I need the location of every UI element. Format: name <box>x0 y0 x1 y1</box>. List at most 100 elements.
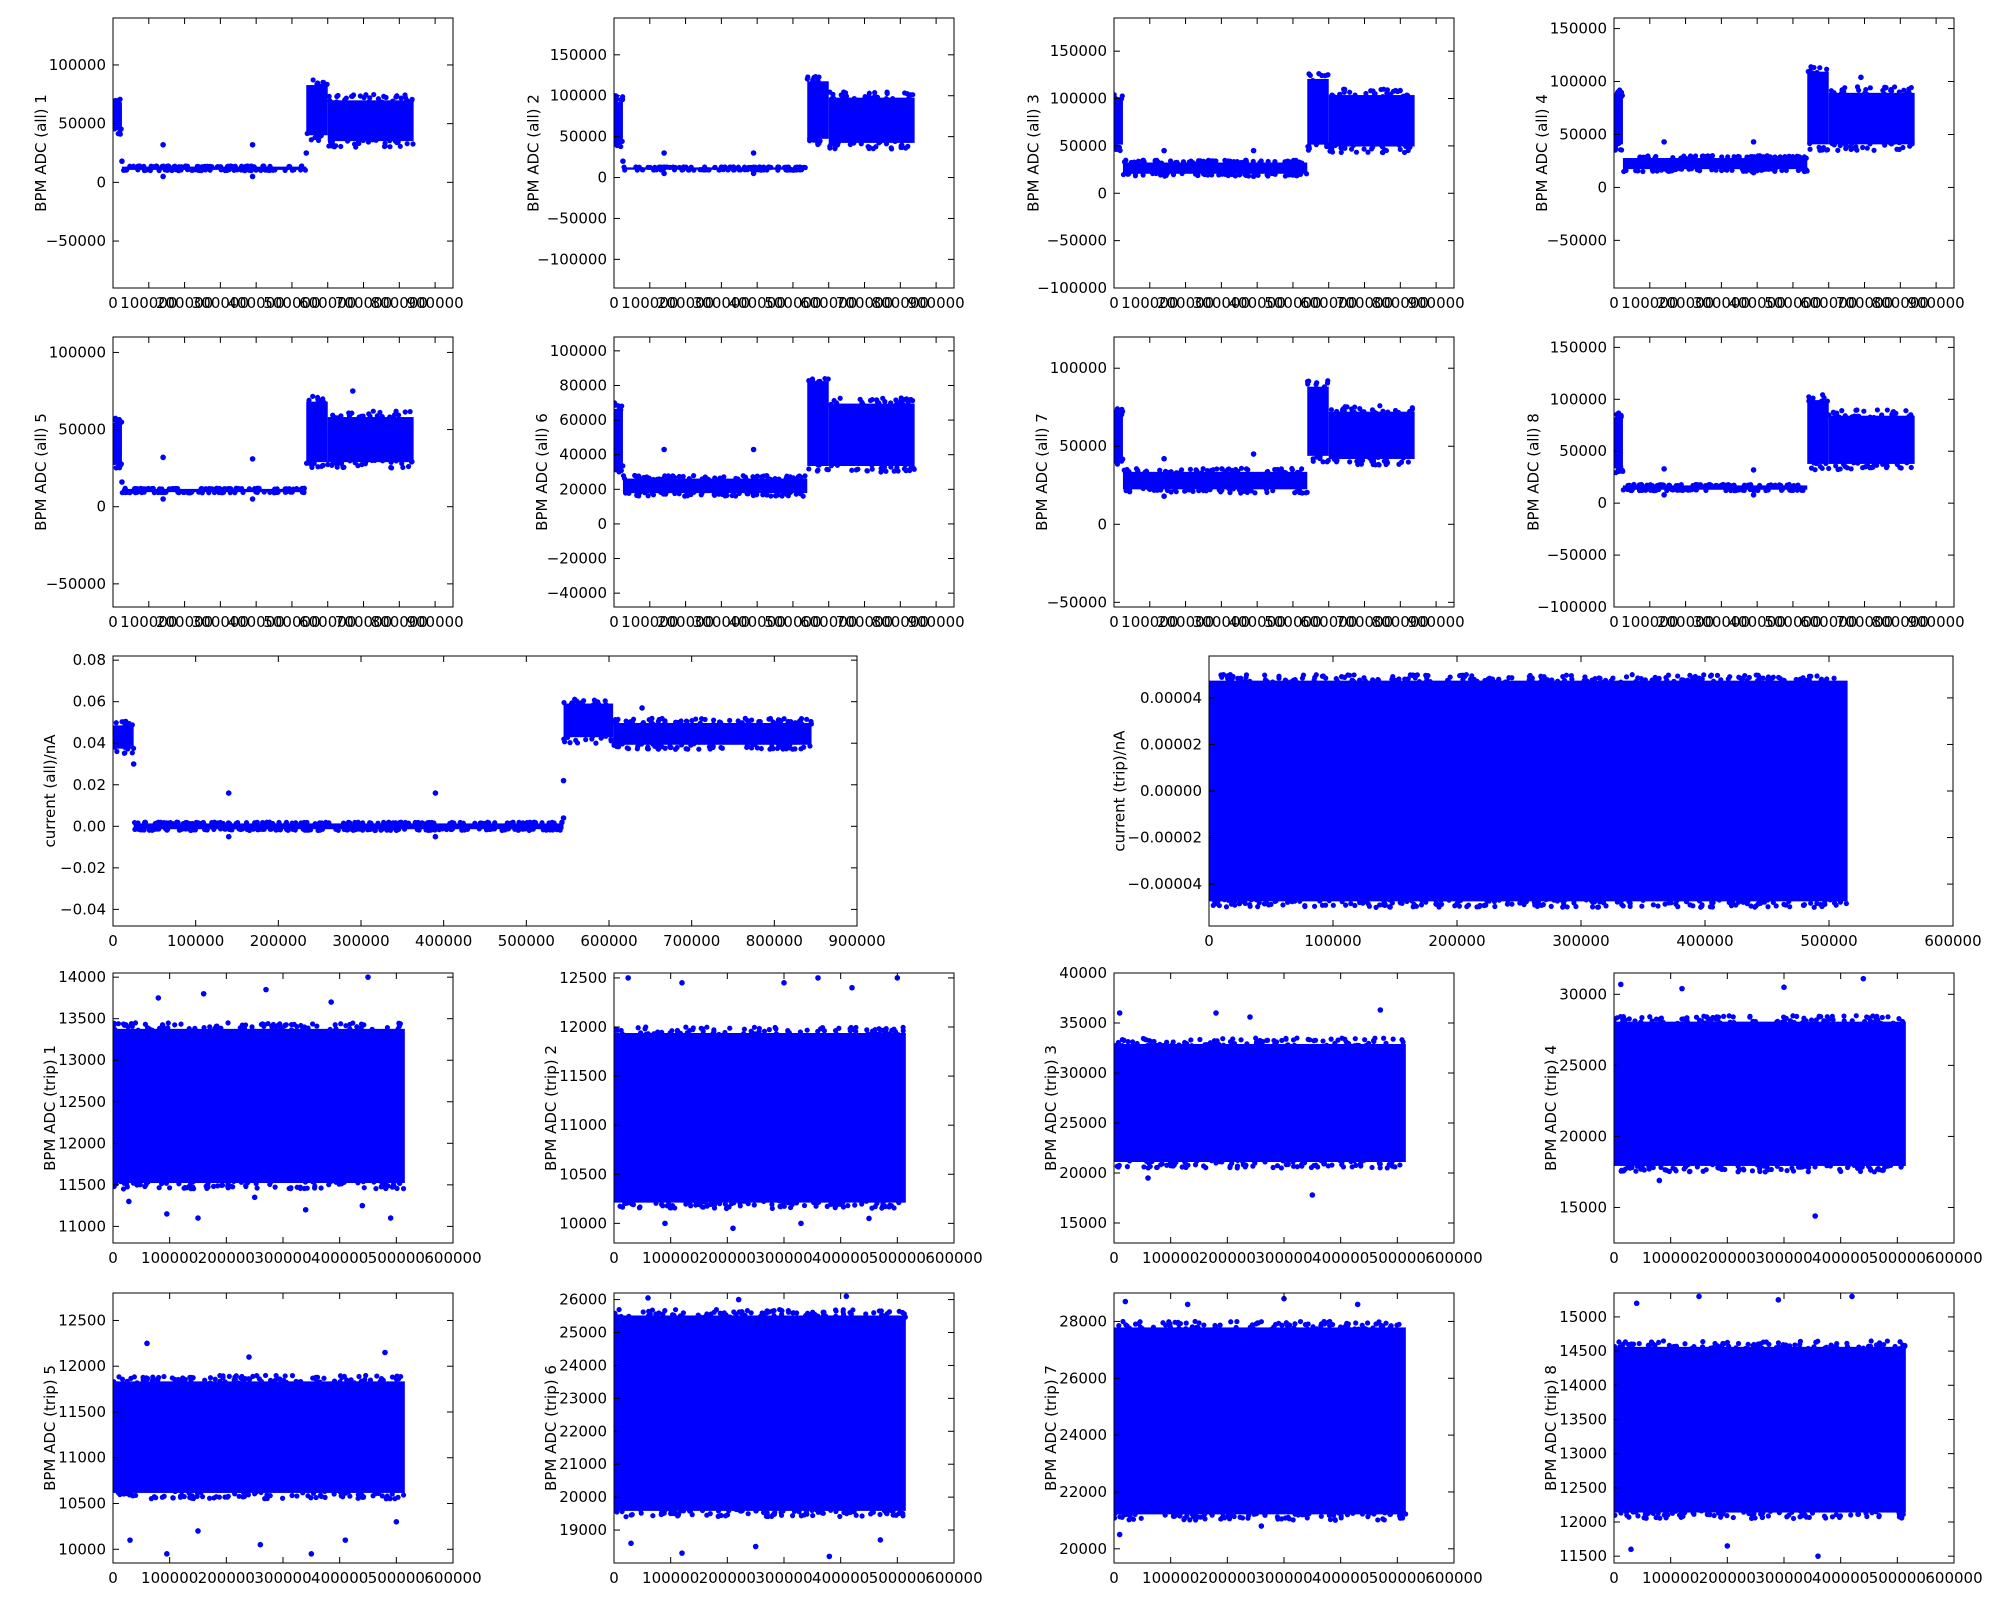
scatter-point <box>318 83 324 89</box>
scatter-point <box>1699 1344 1706 1350</box>
scatter-point <box>1625 1163 1631 1170</box>
scatter-point <box>1134 1040 1140 1047</box>
scatter-point <box>1704 1014 1710 1020</box>
scatter-point <box>1665 672 1672 678</box>
scatter-point <box>1463 672 1469 678</box>
x-tick-label: 900000 <box>1907 613 1964 631</box>
scatter-point <box>1124 1164 1130 1170</box>
scatter-point <box>650 476 656 483</box>
scatter-point <box>1795 482 1801 488</box>
scatter-point <box>310 1490 317 1496</box>
scatter-point <box>374 413 380 419</box>
scatter-point <box>1253 897 1260 903</box>
scatter-point <box>871 1030 878 1036</box>
scatter-point <box>732 493 739 499</box>
scatter-point <box>1683 899 1690 905</box>
scatter-point <box>1164 1162 1170 1168</box>
scatter-point <box>1237 1514 1243 1520</box>
scatter-point <box>1826 465 1832 472</box>
scatter-point <box>1319 902 1326 908</box>
scatter-point <box>387 1215 394 1221</box>
scatter-point <box>279 1495 286 1501</box>
scatter-point <box>315 827 321 833</box>
y-tick-label: 100000 <box>550 342 607 360</box>
scatter-point <box>1150 170 1156 177</box>
scatter-point <box>225 790 232 796</box>
scatter-point <box>619 741 625 747</box>
scatter-point <box>1140 485 1146 492</box>
scatter-point <box>1458 897 1464 903</box>
x-tick-label: 900000 <box>907 613 964 631</box>
x-tick-label: 0 <box>108 1569 118 1587</box>
scatter-point <box>1285 1322 1291 1328</box>
plot-area <box>113 1340 407 1557</box>
scatter-point <box>347 1493 353 1499</box>
scatter-point <box>1289 899 1295 905</box>
scatter-point <box>261 489 267 495</box>
scatter-point <box>293 1378 299 1385</box>
scatter-point <box>727 1314 733 1320</box>
scatter-point <box>851 140 857 146</box>
scatter-point <box>1121 159 1128 165</box>
x-tick-label: 400000 <box>812 1249 869 1267</box>
scatter-point <box>1867 85 1873 91</box>
scatter-point <box>852 1202 858 1208</box>
scatter-point <box>564 733 570 739</box>
scatter-point <box>1230 1036 1236 1042</box>
scatter-point <box>1841 1013 1847 1019</box>
scatter-point <box>240 489 246 496</box>
scatter-point <box>1353 149 1360 155</box>
scatter-point <box>278 1027 284 1033</box>
x-tick-label: 600000 <box>800 294 857 312</box>
scatter-point <box>360 137 366 144</box>
scatter-point <box>175 819 181 826</box>
scatter-point <box>1860 144 1866 151</box>
scatter-point <box>1733 1345 1739 1351</box>
scatter-point <box>1234 1318 1240 1325</box>
scatter-point <box>1243 1162 1249 1168</box>
scatter-point <box>1146 1037 1152 1044</box>
scatter-point <box>207 167 213 173</box>
scatter-point <box>1735 1340 1742 1347</box>
scatter-point <box>276 819 282 826</box>
scatter-point <box>1274 1514 1281 1520</box>
scatter-point <box>731 167 737 173</box>
scatter-point <box>1124 1323 1130 1329</box>
scatter-point <box>691 489 697 495</box>
scatter-point <box>1772 166 1778 172</box>
x-tick-label: 0 <box>609 294 619 312</box>
scatter-point <box>899 144 905 150</box>
x-tick-label: 200000 <box>156 613 213 631</box>
scatter-point <box>360 827 366 833</box>
x-tick-label: 300000 <box>1552 932 1609 950</box>
scatter-point <box>1352 1036 1358 1042</box>
scatter-point <box>715 1513 721 1519</box>
x-tick-label: 400000 <box>1676 932 1733 950</box>
x-tick-label: 500000 <box>263 294 320 312</box>
scatter-point <box>649 1307 656 1313</box>
scatter-point <box>164 1211 170 1217</box>
scatter-point <box>1878 1020 1884 1026</box>
scatter-point <box>1115 145 1121 151</box>
scatter-point <box>1258 1523 1265 1529</box>
scatter-point <box>756 718 762 725</box>
scatter-point <box>776 476 782 482</box>
x-tick-label: 200000 <box>250 932 307 950</box>
scatter-point <box>1318 1513 1324 1519</box>
scatter-point <box>1390 1036 1396 1042</box>
scatter-point <box>699 490 705 496</box>
scatter-point <box>1639 487 1645 493</box>
scatter-point <box>1154 1042 1160 1049</box>
scatter-point <box>1247 678 1253 684</box>
scatter-point <box>863 1198 869 1204</box>
y-axis-label: BPM ADC (all) 1 <box>32 94 50 212</box>
scatter-point <box>1756 897 1762 904</box>
scatter-point <box>517 820 523 826</box>
scatter-point <box>1337 1324 1344 1330</box>
scatter-point <box>267 1377 274 1383</box>
scatter-point <box>635 1025 641 1031</box>
scatter-point <box>1750 139 1757 145</box>
scatter-point <box>155 1377 161 1383</box>
x-tick-label: 300000 <box>1693 613 1750 631</box>
scatter-point <box>814 468 820 474</box>
